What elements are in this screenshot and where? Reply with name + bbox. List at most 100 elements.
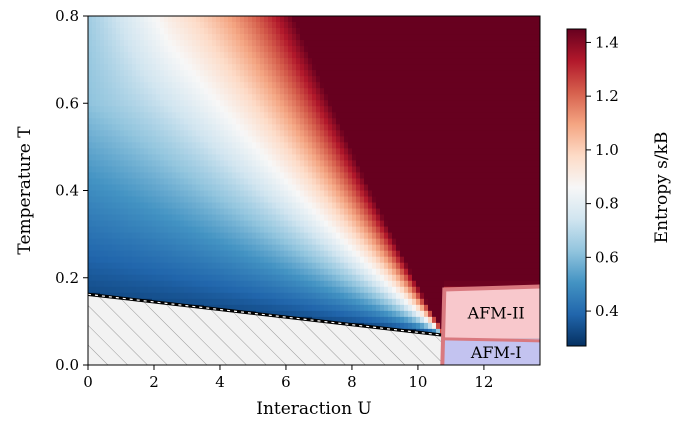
heatmap-cell [100,250,105,258]
heatmap-cell [392,94,397,101]
heatmap-cell [168,88,173,95]
heatmap-cell [412,256,417,264]
heatmap-cell [160,34,165,41]
heatmap-cell [416,160,421,168]
heatmap-cell [336,166,341,174]
heatmap-cell [260,196,265,204]
heatmap-cell [404,238,409,246]
heatmap-cell [216,166,221,174]
heatmap-cell [224,238,229,246]
heatmap-cell [348,268,353,276]
heatmap-cell [200,136,205,143]
heatmap-cell [156,166,161,174]
heatmap-cell [424,256,429,264]
heatmap-cell [208,166,213,174]
heatmap-cell [184,268,189,276]
heatmap-cell [220,298,225,306]
heatmap-cell [372,220,377,228]
heatmap-cell [336,28,341,35]
heatmap-cell [172,34,177,41]
heatmap-cell [324,64,329,71]
heatmap-cell [212,256,217,264]
heatmap-cell [168,298,173,306]
heatmap-cell [332,46,337,53]
heatmap-cell [396,172,401,180]
heatmap-cell [256,304,261,312]
heatmap-cell [324,172,329,180]
heatmap-cell [352,22,357,29]
heatmap-cell [316,274,321,282]
heatmap-cell [352,106,357,113]
heatmap-cell [120,142,125,149]
heatmap-cell [184,124,189,131]
heatmap-cell [168,58,173,65]
heatmap-cell [428,34,433,41]
heatmap-cell [324,250,329,258]
heatmap-cell [196,172,201,180]
heatmap-cell [352,214,357,222]
heatmap-cell [368,202,373,210]
heatmap-cell [172,214,177,222]
heatmap-cell [248,292,253,300]
heatmap-cell [328,286,333,294]
heatmap-cell [392,154,397,162]
heatmap-cell [316,28,321,35]
heatmap-cell [344,100,349,107]
heatmap-cell [344,154,349,162]
heatmap-cell [408,268,413,276]
heatmap-cell [308,112,313,119]
heatmap-cell [108,286,113,294]
heatmap-cell [208,130,213,137]
heatmap-cell [116,118,121,125]
heatmap-cell [172,28,177,35]
heatmap-cell [356,88,361,95]
heatmap-cell [96,124,101,131]
heatmap-cell [224,22,229,29]
heatmap-cell [372,226,377,234]
heatmap-cell [332,232,337,240]
heatmap-cell [124,76,129,83]
heatmap-cell [112,136,117,143]
heatmap-cell [420,262,425,270]
heatmap-cell [288,52,293,59]
heatmap-cell [252,34,257,41]
heatmap-cell [364,142,369,149]
heatmap-cell [396,196,401,204]
heatmap-cell [116,112,121,119]
heatmap-cell [220,232,225,240]
heatmap-cell [368,94,373,101]
heatmap-cell [92,232,97,240]
heatmap-cell [256,112,261,119]
heatmap-cell [424,22,429,29]
heatmap-cell [96,64,101,71]
heatmap-cell [224,28,229,35]
heatmap-cell [388,280,393,288]
heatmap-cell [108,28,113,35]
heatmap-cell [332,262,337,270]
heatmap-cell [244,274,249,282]
heatmap-cell [380,232,385,240]
heatmap-cell [360,280,365,288]
heatmap-cell [408,22,413,29]
heatmap-cell [108,166,113,174]
heatmap-cell [148,202,153,210]
heatmap-cell [264,304,269,312]
heatmap-cell [248,214,253,222]
heatmap-cell [352,262,357,270]
heatmap-cell [208,190,213,198]
heatmap-cell [156,208,161,216]
heatmap-cell [136,262,141,270]
heatmap-cell [420,184,425,192]
heatmap-cell [140,232,145,240]
heatmap-cell [136,58,141,65]
heatmap-cell [424,298,429,306]
heatmap-cell [100,124,105,131]
heatmap-cell [292,88,297,95]
heatmap-cell [140,274,145,282]
heatmap-cell [312,166,317,174]
heatmap-cell [92,208,97,216]
heatmap-cell [232,70,237,77]
heatmap-cell [100,178,105,186]
heatmap-cell [368,160,373,168]
heatmap-cell [364,76,369,83]
